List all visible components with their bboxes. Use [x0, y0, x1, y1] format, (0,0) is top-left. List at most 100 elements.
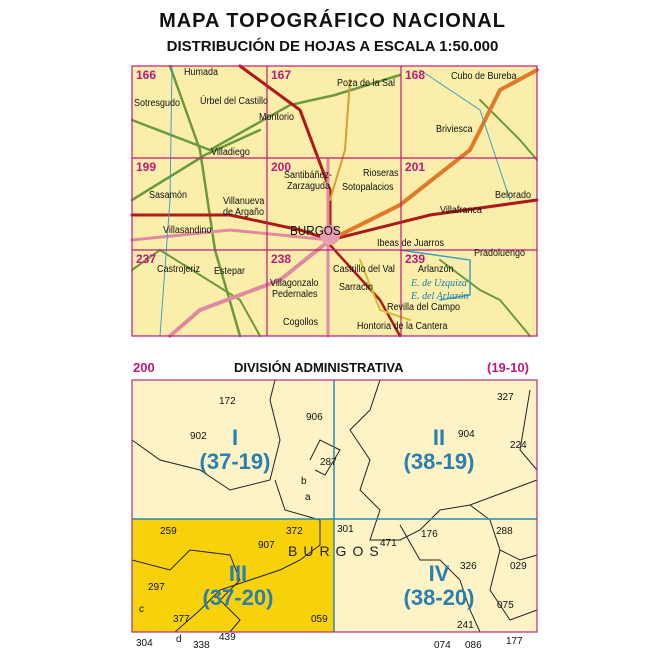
- place-label: Estepar: [214, 266, 246, 277]
- place-label: Hontoria de la Cantera: [357, 321, 448, 332]
- municipal-boundaries: [131, 379, 538, 633]
- place-label: Cogollos: [283, 317, 319, 328]
- municipality-code: b: [301, 476, 307, 487]
- burgos-urban-area: [320, 225, 340, 245]
- place-label: Humada: [184, 67, 219, 78]
- place-label: Sasamón: [149, 190, 188, 201]
- place-label: Zarzaguda: [287, 181, 331, 192]
- quadrant-roman: IV: [428, 561, 450, 586]
- place-label: Villanueva: [223, 196, 265, 207]
- municipality-code: 029: [510, 561, 527, 572]
- municipality-code: 301: [337, 524, 354, 535]
- place-label: Cubo de Bureba: [451, 71, 517, 82]
- quadrant-code: (37-19): [199, 449, 271, 474]
- sheet-number[interactable]: 239: [405, 252, 426, 266]
- sheet-number[interactable]: 238: [271, 252, 292, 266]
- place-label: Revilla del Campo: [387, 302, 461, 313]
- admin-city-label: BURGOS: [288, 543, 385, 559]
- quadrant-III[interactable]: III (37-20): [183, 562, 293, 610]
- place-label: Villagonzalo: [270, 278, 319, 289]
- place-label: Sarracín: [339, 282, 374, 293]
- sheet-number[interactable]: 167: [271, 68, 292, 82]
- municipality-code: 907: [258, 540, 275, 551]
- municipality-code: 304: [136, 638, 153, 649]
- municipality-code: 297: [148, 582, 165, 593]
- sheet-number[interactable]: 200: [271, 160, 292, 174]
- municipality-code: a: [305, 492, 311, 503]
- municipality-code: 172: [219, 396, 236, 407]
- quadrant-code: (37-20): [202, 585, 274, 610]
- place-label: Villadiego: [211, 147, 250, 158]
- quadrant-roman: I: [231, 425, 239, 450]
- main-title: MAPA TOPOGRÁFICO NACIONAL: [159, 10, 506, 32]
- place-label: Castrojeriz: [157, 264, 201, 275]
- overview-map-background: [132, 66, 537, 336]
- place-label: Villafranca: [440, 205, 482, 216]
- place-label: Rioseras: [363, 168, 399, 179]
- municipality-code: 471: [380, 538, 397, 549]
- municipality-code: 086: [465, 640, 482, 651]
- quadrant-I-area: [132, 380, 334, 519]
- municipality-code: d: [176, 634, 182, 645]
- municipality-code: 075: [497, 600, 514, 611]
- quadrant-roman: III: [228, 561, 248, 586]
- municipality-code: 377: [173, 614, 190, 625]
- quadrant-I[interactable]: I (37-19): [180, 426, 290, 474]
- admin-title: DIVISIÓN ADMINISTRATIVA: [234, 360, 404, 375]
- reservoir-label: E. de Uzquiza: [411, 278, 467, 289]
- place-label: Sotopalacios: [342, 182, 394, 193]
- sheet-number[interactable]: 166: [136, 68, 157, 82]
- sheet-grid: [131, 65, 538, 337]
- municipality-code: 259: [160, 526, 177, 537]
- reservoir-label: E. del Arlazón: [411, 291, 469, 302]
- sheet-number[interactable]: 237: [136, 252, 157, 266]
- city-label-burgos: BURGOS: [290, 223, 341, 238]
- quadrant-II[interactable]: II (38-19): [384, 426, 494, 474]
- admin-code: (19-10): [487, 360, 529, 375]
- place-label: Pedernales: [272, 289, 318, 300]
- place-label: Ibeas de Juarros: [377, 238, 445, 249]
- municipality-code: c: [139, 604, 144, 615]
- place-label: Santibáñez-: [284, 170, 333, 181]
- admin-map-frame: [131, 379, 538, 633]
- overview-roads: [130, 64, 539, 338]
- place-label: Belorado: [495, 190, 532, 201]
- place-label: Villasandino: [163, 225, 212, 236]
- quadrant-IV[interactable]: IV (38-20): [384, 562, 494, 610]
- municipality-code: 902: [190, 431, 207, 442]
- admin-sheet-number: 200: [133, 360, 155, 375]
- quadrant-IV-area: [334, 519, 537, 632]
- sheet-number[interactable]: 168: [405, 68, 426, 82]
- place-label: Arlanzón: [418, 264, 454, 275]
- municipality-code: 177: [506, 636, 523, 647]
- place-label: Castrillo del Val: [333, 264, 395, 275]
- place-label: Montorio: [259, 112, 295, 123]
- quadrant-code: (38-19): [403, 449, 475, 474]
- place-label: Pradoluengo: [474, 248, 526, 259]
- municipality-code: 287: [320, 457, 337, 468]
- quadrant-lines: [132, 380, 537, 632]
- municipality-code: 372: [286, 526, 303, 537]
- municipality-code: 241: [457, 620, 474, 631]
- place-label: Sotresgudo: [134, 98, 181, 109]
- sheet-number[interactable]: 199: [136, 160, 157, 174]
- place-label: Úrbel del Castillo: [200, 96, 269, 107]
- municipality-code: 327: [497, 392, 514, 403]
- quadrant-code: (38-20): [403, 585, 475, 610]
- place-label: Poza de la Sal: [337, 78, 396, 89]
- municipality-code: 176: [421, 529, 438, 540]
- municipality-code: 326: [460, 561, 477, 572]
- sheet-number[interactable]: 201: [405, 160, 426, 174]
- subtitle: DISTRIBUCIÓN DE HOJAS A ESCALA 1:50.000: [166, 38, 499, 55]
- quadrant-roman: II: [432, 425, 446, 450]
- municipality-code: 904: [458, 429, 475, 440]
- municipality-code: 059: [311, 614, 328, 625]
- municipality-code: 906: [306, 412, 323, 423]
- place-label: Briviesca: [436, 124, 473, 135]
- municipality-code: 074: [434, 640, 451, 651]
- place-label: de Argaño: [223, 207, 265, 218]
- municipality-code: 439: [219, 632, 236, 643]
- municipality-code: 338: [193, 640, 210, 651]
